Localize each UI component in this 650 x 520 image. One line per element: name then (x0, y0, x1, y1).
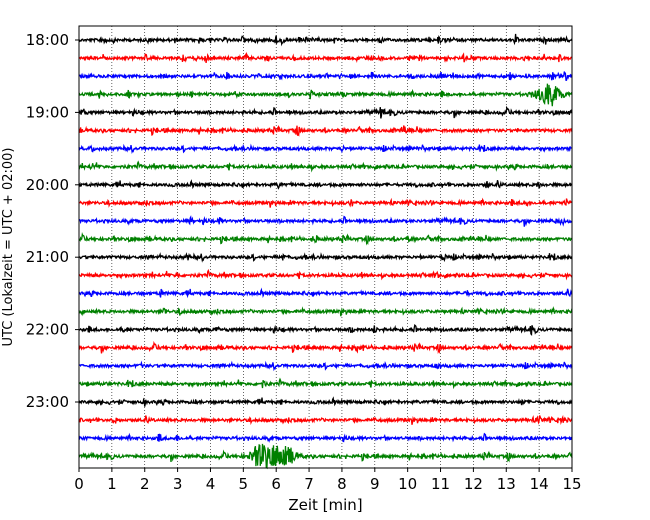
seismic-trace (78, 143, 572, 155)
x-tick-label: 6 (271, 475, 281, 493)
x-tick-label: 9 (370, 475, 380, 493)
x-tick-label: 15 (562, 475, 581, 493)
x-tick-label: 1 (107, 475, 117, 493)
x-tick-label: 4 (206, 475, 216, 493)
x-tick-label: 3 (173, 475, 183, 493)
x-axis-label: Zeit [min] (288, 496, 362, 514)
seismic-trace (78, 360, 573, 372)
x-tick-label: 5 (239, 475, 249, 493)
seismic-trace (78, 33, 573, 47)
y-tick-label: 21:00 (26, 248, 69, 266)
seismic-trace (78, 287, 573, 299)
y-tick-label: 22:00 (26, 321, 69, 339)
x-tick-label: 10 (398, 475, 417, 493)
seismic-trace (78, 71, 573, 81)
y-axis-label: UTC (Lokalzeit = UTC + 02:00) (1, 148, 16, 347)
seismic-trace (78, 105, 573, 119)
y-tick-label: 20:00 (26, 176, 69, 194)
plot-frame (78, 25, 573, 469)
seismic-trace (78, 340, 573, 354)
seismic-trace (78, 396, 573, 407)
seismic-trace (78, 324, 573, 336)
x-tick-label: 7 (304, 475, 314, 493)
seismic-trace (78, 179, 573, 190)
trace-series (78, 33, 573, 470)
x-tick-label: 8 (337, 475, 347, 493)
x-tick-label: 13 (497, 475, 516, 493)
x-tick-label: 14 (530, 475, 549, 493)
y-tick-label: 23:00 (26, 393, 69, 411)
seismic-trace (78, 377, 573, 390)
seismic-trace (78, 252, 573, 263)
seismic-trace (78, 160, 573, 173)
seismic-trace (78, 83, 573, 107)
x-tick-label: 12 (464, 475, 483, 493)
x-axis: 0 1 2 3 4 5 6 7 8 9 10 11 12 13 14 15 (74, 468, 582, 493)
seismic-trace (78, 443, 573, 470)
y-tick-label: 18:00 (26, 31, 69, 49)
seismic-trace (78, 232, 573, 246)
y-tick-label: 19:00 (26, 103, 69, 121)
seismic-trace (78, 432, 573, 443)
seismic-trace (78, 215, 573, 227)
x-tick-label: 2 (140, 475, 150, 493)
y-axis: 18:00 19:00 20:00 21:00 22:00 23:00 (26, 31, 79, 411)
seismic-trace (78, 197, 573, 208)
seismic-trace (78, 51, 573, 63)
seismic-trace (78, 268, 573, 281)
seismic-trace (78, 306, 573, 317)
seismic-trace (78, 414, 573, 426)
x-tick-label: 11 (431, 475, 450, 493)
seismic-trace (78, 125, 573, 137)
x-tick-label: 0 (74, 475, 84, 493)
